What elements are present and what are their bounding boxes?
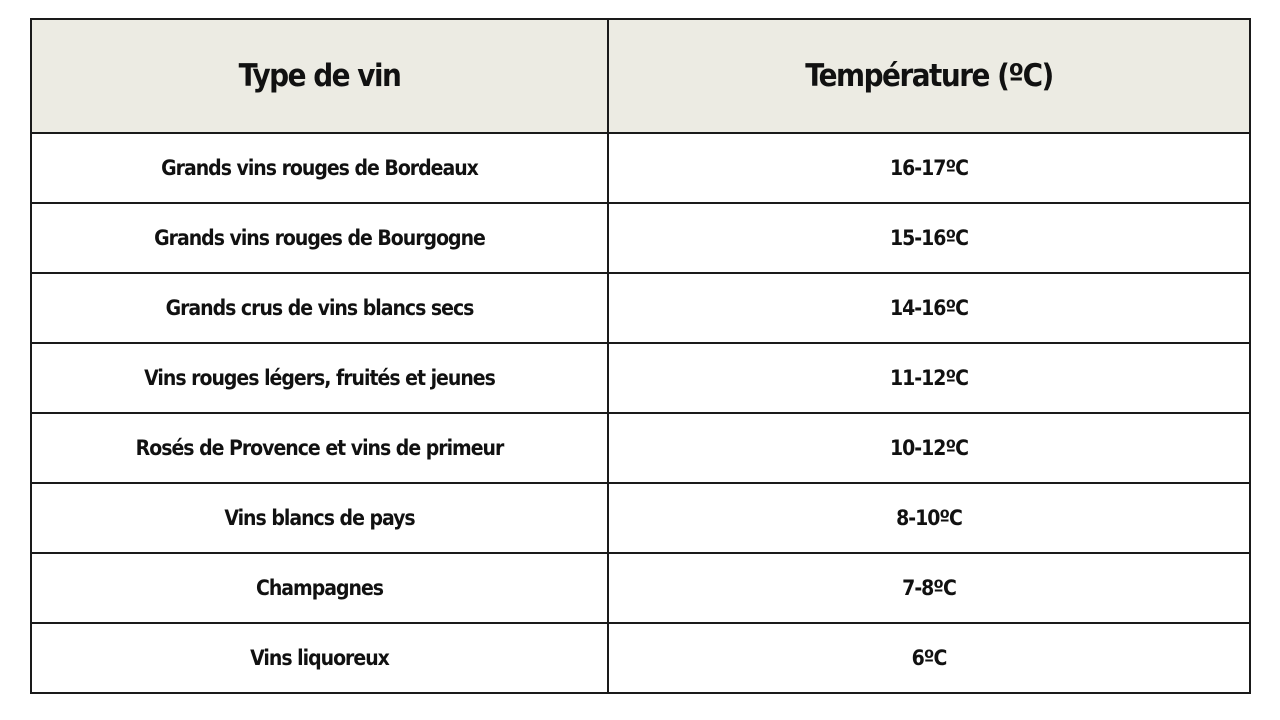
wine-type-cell: Rosés de Provence et vins de primeur [30,412,609,484]
temperature-cell: 10-12ºC [607,412,1251,484]
wine-type-cell: Grands crus de vins blancs secs [30,272,609,344]
table-row: Grands vins rouges de Bordeaux 16-17ºC [30,132,1251,204]
temperature-cell: 11-12ºC [607,342,1251,414]
wine-type-cell: Vins rouges légers, fruités et jeunes [30,342,609,414]
wine-type-cell: Vins blancs de pays [30,482,609,554]
wine-temperature-table: Type de vin Température (ºC) Grands vins … [30,18,1251,694]
temperature-cell: 6ºC [607,622,1251,694]
wine-type-cell: Vins liquoreux [30,622,609,694]
table-row: Rosés de Provence et vins de primeur 10-1… [30,412,1251,484]
table-row: Vins blancs de pays 8-10ºC [30,482,1251,554]
table-row: Grands vins rouges de Bourgogne 15-16ºC [30,202,1251,274]
temperature-cell: 7-8ºC [607,552,1251,624]
temperature-cell: 14-16ºC [607,272,1251,344]
table-row: Vins liquoreux 6ºC [30,622,1251,694]
header-cell: Type de vin [30,18,609,134]
wine-type-cell: Grands vins rouges de Bordeaux [30,132,609,204]
table-head: Type de vin Température (ºC) [30,18,1251,134]
wine-type-cell: Champagnes [30,552,609,624]
header-row: Type de vin Température (ºC) [30,18,1251,134]
temperature-cell: 15-16ºC [607,202,1251,274]
temperature-cell: 8-10ºC [607,482,1251,554]
temperature-cell: 16-17ºC [607,132,1251,204]
table-body: Grands vins rouges de Bordeaux 16-17ºC Gra… [30,132,1251,694]
header-cell: Température (ºC) [607,18,1251,134]
table-row: Grands crus de vins blancs secs 14-16ºC [30,272,1251,344]
wine-type-cell: Grands vins rouges de Bourgogne [30,202,609,274]
table-row: Vins rouges légers, fruités et jeunes 11-… [30,342,1251,414]
table-row: Champagnes 7-8ºC [30,552,1251,624]
